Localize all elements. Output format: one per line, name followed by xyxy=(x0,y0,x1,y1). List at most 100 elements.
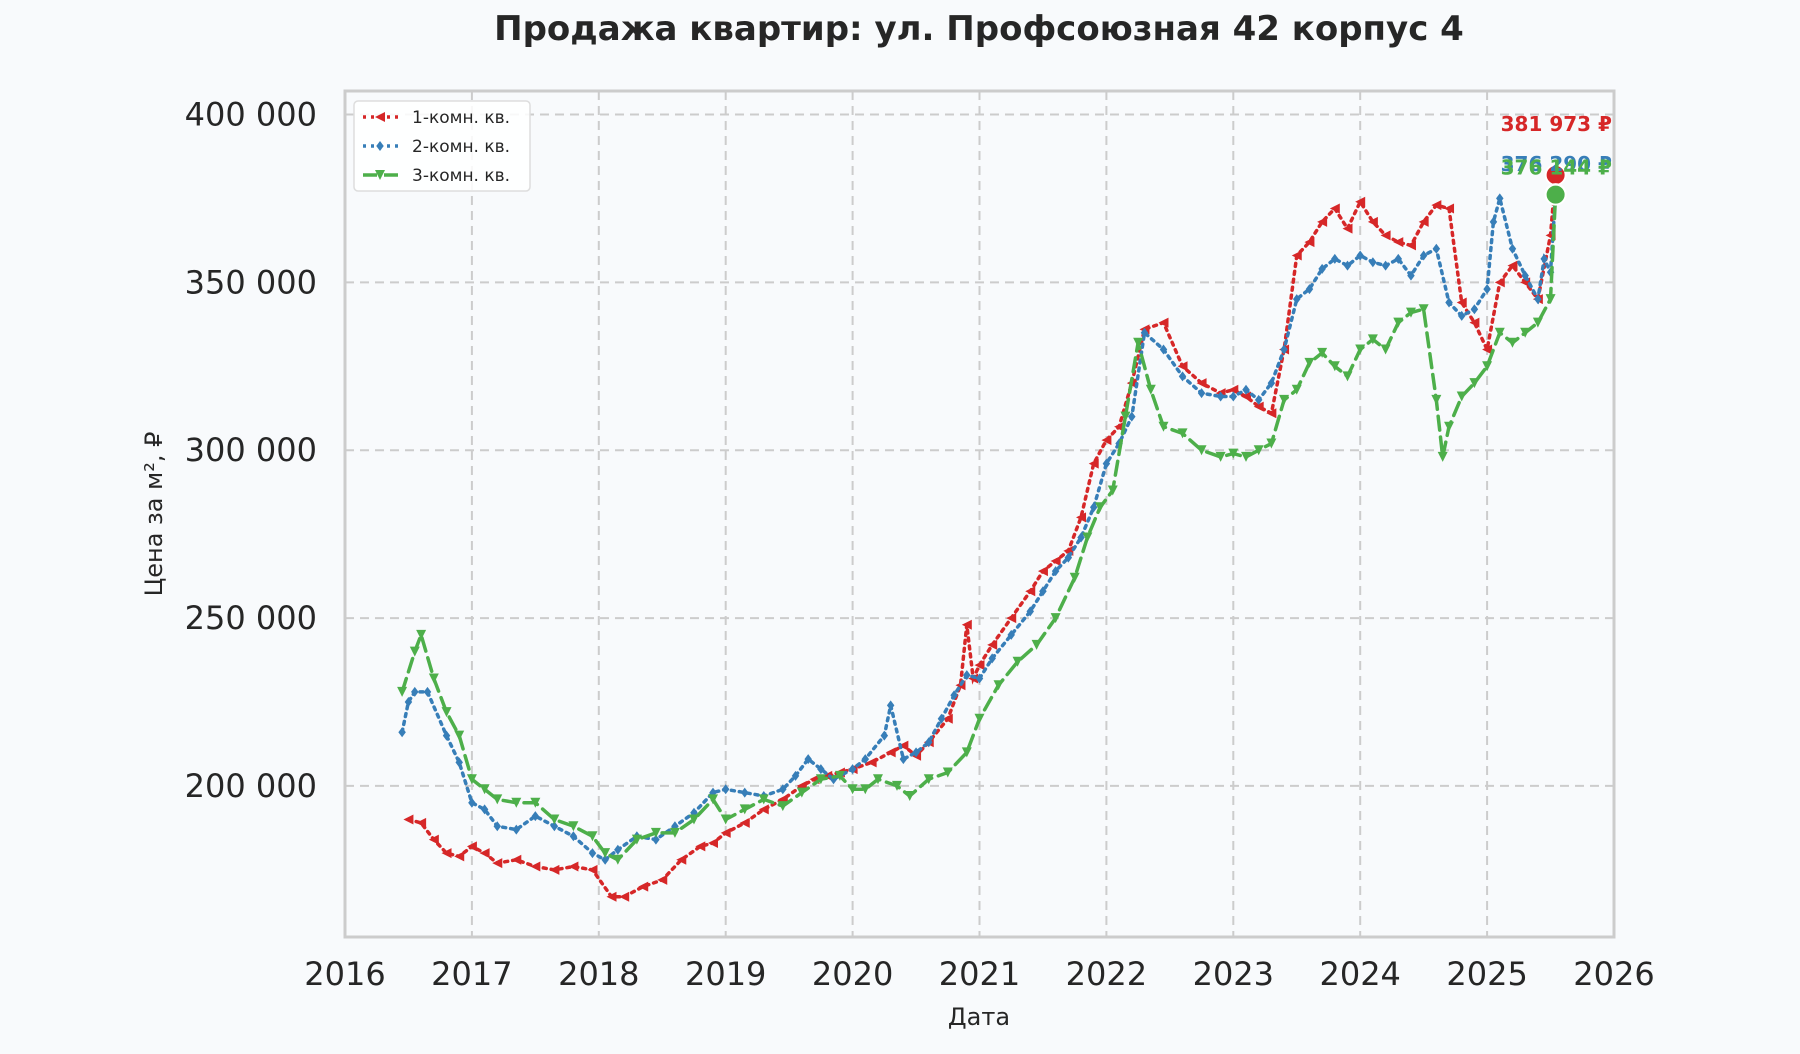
data-point xyxy=(1215,451,1226,462)
data-point xyxy=(631,834,642,845)
data-point xyxy=(1508,243,1517,254)
data-point xyxy=(423,686,432,697)
series-line xyxy=(400,192,1558,862)
data-point xyxy=(1318,263,1326,274)
data-point xyxy=(493,821,502,832)
data-point xyxy=(601,854,609,865)
data-point xyxy=(455,757,463,768)
data-point xyxy=(1196,378,1207,389)
chart-title: Продажа квартир: ул. Профсоюзная 42 корп… xyxy=(494,9,1464,49)
data-point xyxy=(411,686,419,697)
data-point xyxy=(1343,260,1352,271)
data-point xyxy=(1520,327,1531,338)
data-point xyxy=(1444,421,1455,432)
data-point xyxy=(619,891,630,902)
data-point xyxy=(1432,243,1441,254)
data-point xyxy=(1507,260,1518,271)
data-point xyxy=(1367,334,1378,345)
data-point xyxy=(454,851,465,862)
end-value-label: 381 973 ₽ xyxy=(1501,112,1612,136)
data-point xyxy=(1228,448,1239,459)
data-point xyxy=(988,653,996,664)
data-point xyxy=(531,811,540,822)
data-point xyxy=(923,774,934,785)
legend-item: 3-комн. кв. xyxy=(363,166,510,186)
y-tick-label: 350 000 xyxy=(185,263,317,301)
data-point xyxy=(1342,223,1353,234)
data-point xyxy=(1329,203,1340,214)
data-point xyxy=(1418,304,1429,315)
data-point xyxy=(409,646,420,657)
y-axis-label: Цена за м², ₽ xyxy=(140,432,168,597)
data-point xyxy=(1088,458,1099,469)
data-point xyxy=(1437,451,1448,462)
data-point xyxy=(1253,401,1264,412)
data-point xyxy=(1037,566,1048,577)
data-point xyxy=(454,730,465,741)
plot-frame xyxy=(343,89,1616,939)
data-point xyxy=(1393,317,1404,328)
data-point xyxy=(1095,502,1106,513)
x-tick-label: 2016 xyxy=(304,955,385,993)
data-point xyxy=(1031,639,1042,650)
data-point xyxy=(1305,284,1314,295)
data-point xyxy=(804,754,812,765)
data-point xyxy=(1329,361,1340,372)
data-point xyxy=(1431,394,1442,405)
data-point xyxy=(1482,361,1493,372)
data-point xyxy=(1242,384,1250,395)
y-tick-label: 200 000 xyxy=(185,767,317,805)
data-point xyxy=(1483,284,1491,295)
data-point xyxy=(468,797,476,808)
data-point xyxy=(650,827,661,838)
data-point xyxy=(847,784,858,795)
x-tick-label: 2022 xyxy=(1066,955,1147,993)
data-point xyxy=(511,797,522,808)
data-point xyxy=(587,864,598,875)
data-point xyxy=(1317,347,1328,358)
y-tick-label: 300 000 xyxy=(185,431,317,469)
data-point xyxy=(530,861,541,872)
data-point xyxy=(1456,391,1467,402)
data-point xyxy=(1178,371,1187,382)
data-point xyxy=(963,670,971,681)
data-point xyxy=(1369,257,1377,268)
y-tick-label: 250 000 xyxy=(185,599,317,637)
data-point xyxy=(1469,378,1480,389)
legend-swatch-marker xyxy=(376,141,384,151)
data-point xyxy=(974,713,985,724)
data-point xyxy=(695,841,706,852)
x-tick-label: 2021 xyxy=(939,955,1020,993)
data-point xyxy=(1140,327,1149,338)
legend-item: 1-комн. кв. xyxy=(363,108,510,128)
data-point xyxy=(1540,253,1548,264)
data-point xyxy=(974,660,985,671)
series-2 xyxy=(398,183,1567,865)
data-point xyxy=(1102,458,1111,469)
data-point xyxy=(708,838,719,848)
tick-layer: 2016 2017 2018 2019 2020 2021 2022 2023 2024 2025… xyxy=(185,96,1655,994)
x-tick-label: 2017 xyxy=(431,955,512,993)
data-point xyxy=(937,713,946,724)
data-point xyxy=(739,817,750,828)
data-point xyxy=(1177,361,1188,372)
data-point xyxy=(1267,378,1276,389)
data-point xyxy=(1240,391,1251,402)
data-point xyxy=(1496,193,1504,204)
legend-box xyxy=(353,100,531,192)
data-point xyxy=(961,619,972,630)
data-point xyxy=(1266,438,1277,449)
data-point xyxy=(612,854,623,865)
data-point xyxy=(721,784,730,795)
data-point xyxy=(1254,394,1263,405)
data-point xyxy=(638,881,649,892)
data-point xyxy=(1405,307,1416,318)
data-point xyxy=(1280,344,1288,355)
data-point xyxy=(1077,532,1085,543)
data-point xyxy=(1229,391,1238,402)
data-point xyxy=(1101,435,1112,446)
data-point xyxy=(1469,317,1480,328)
data-point xyxy=(1331,253,1339,264)
data-point xyxy=(796,787,807,798)
data-point xyxy=(1007,629,1015,640)
